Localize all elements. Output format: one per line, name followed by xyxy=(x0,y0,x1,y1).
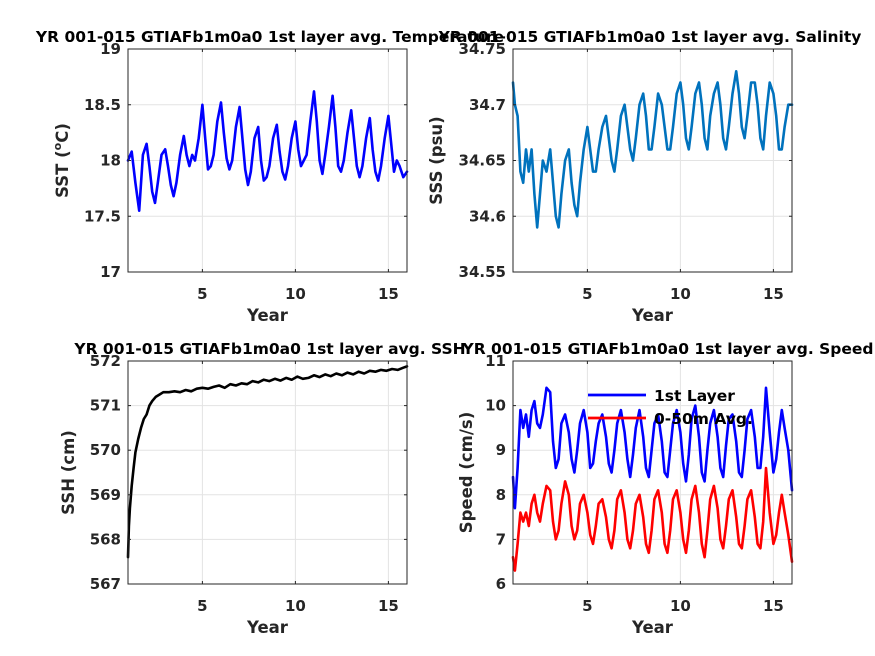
x-axis-label: Year xyxy=(631,306,674,325)
x-axis-label: Year xyxy=(246,306,289,325)
legend: 1st Layer 0-50m Avg. xyxy=(588,387,753,428)
y-tick-label: 19 xyxy=(100,40,121,58)
subplot-1: 5 10 15 17 17.5 18 18.5 19 Year SST (oC) YR 001-01… xyxy=(35,28,504,325)
x-tick-label: 15 xyxy=(378,597,399,615)
x-tick-label: 10 xyxy=(285,285,306,303)
series-line-2 xyxy=(511,466,794,572)
subplot-4: 5 10 15 6 7 8 9 10 11 Year Speed (cm/s) YR 001-015 … xyxy=(457,340,874,637)
x-tick-label: 10 xyxy=(670,285,691,303)
y-tick-label: 9 xyxy=(496,441,506,459)
x-tick-label: 10 xyxy=(285,597,306,615)
x-axis-label: Year xyxy=(246,618,289,637)
y-axis-label: Speed (cm/s) xyxy=(457,412,476,534)
series-line-1 xyxy=(126,365,409,559)
subplot-3: 5 10 15 567 568 569 570 571 572 Year SSH (cm) YR 00… xyxy=(59,340,466,637)
subplot-2: 5 10 15 34.55 34.6 34.65 34.7 34.75 Year SSS (psu… xyxy=(427,28,861,325)
y-axis-label: SSS (psu) xyxy=(427,116,446,204)
y-tick-label: 34.55 xyxy=(459,263,506,281)
y-tick-label: 11 xyxy=(485,352,506,370)
y-tick-label: 17 xyxy=(100,263,121,281)
y-tick-label: 6 xyxy=(496,575,506,593)
y-tick-label: 8 xyxy=(496,486,506,504)
y-tick-label: 571 xyxy=(90,397,121,415)
y-tick-label: 569 xyxy=(90,486,121,504)
y-tick-label: 17.5 xyxy=(84,207,121,225)
x-tick-label: 5 xyxy=(582,285,592,303)
y-tick-label: 568 xyxy=(90,530,121,548)
legend-label-1: 1st Layer xyxy=(654,387,735,405)
chart-title: YR 001-015 GTIAFb1m0a0 1st layer avg. SS… xyxy=(73,340,465,358)
axes-frame xyxy=(127,360,408,585)
y-tick-label: 7 xyxy=(496,530,506,548)
y-tick-label: 18.5 xyxy=(84,96,121,114)
plot-area xyxy=(513,361,792,584)
x-tick-label: 5 xyxy=(582,597,592,615)
y-tick-label: 570 xyxy=(90,441,121,459)
y-axis-label: SSH (cm) xyxy=(59,430,78,515)
x-tick-label: 15 xyxy=(763,285,784,303)
y-tick-label: 34.65 xyxy=(459,152,506,170)
x-tick-label: 15 xyxy=(378,285,399,303)
y-tick-label: 34.7 xyxy=(469,96,506,114)
y-tick-label: 567 xyxy=(90,575,121,593)
y-tick-label: 18 xyxy=(100,152,121,170)
x-tick-label: 5 xyxy=(197,597,207,615)
axes-frame xyxy=(512,360,793,585)
y-tick-label: 10 xyxy=(485,397,506,415)
plot-area xyxy=(128,361,407,584)
chart-title: YR 001-015 GTIAFb1m0a0 1st layer avg. Sp… xyxy=(461,340,873,358)
x-axis-label: Year xyxy=(631,618,674,637)
chart-title: YR 001-015 GTIAFb1m0a0 1st layer avg. Te… xyxy=(35,28,504,46)
series-line-1 xyxy=(511,70,794,229)
x-tick-label: 15 xyxy=(763,597,784,615)
legend-label-2: 0-50m Avg. xyxy=(654,410,753,428)
x-tick-label: 10 xyxy=(670,597,691,615)
y-tick-label: 34.75 xyxy=(459,40,506,58)
chart-title: YR 001-015 GTIAFb1m0a0 1st layer avg. Sa… xyxy=(438,28,862,46)
x-tick-label: 5 xyxy=(197,285,207,303)
series-line-1 xyxy=(511,386,794,510)
y-axis-label: SST (oC) xyxy=(51,123,72,198)
y-tick-label: 572 xyxy=(90,352,121,370)
y-tick-label: 34.6 xyxy=(469,207,506,225)
series-line-1 xyxy=(126,90,409,212)
